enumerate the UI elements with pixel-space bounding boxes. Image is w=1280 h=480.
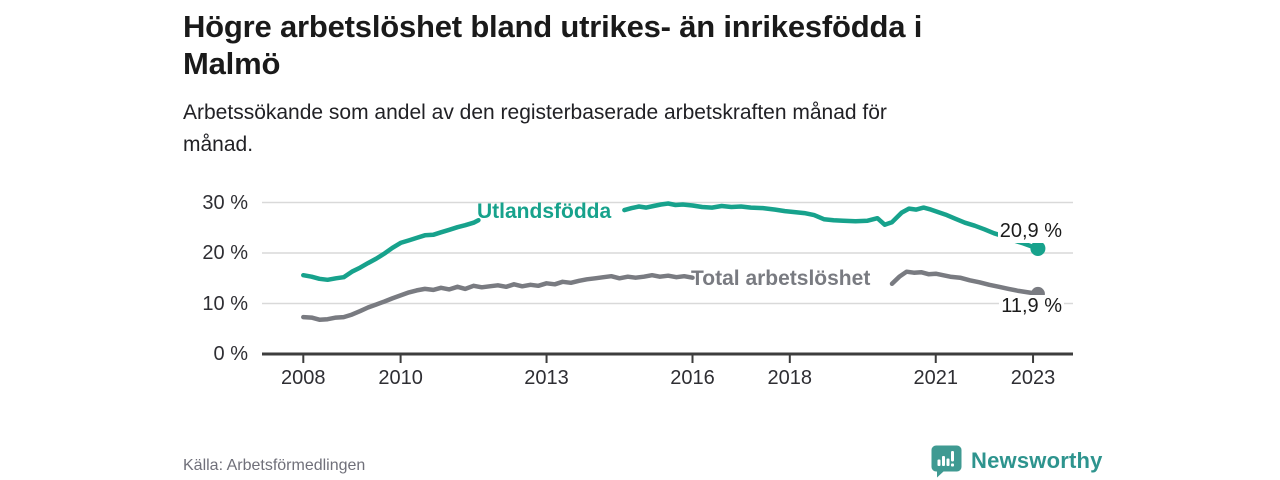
y-axis-label: 10 % <box>202 292 248 315</box>
subtitle-line-2: månad. <box>183 133 254 156</box>
series-line-0 <box>622 201 1041 251</box>
x-axis-label: 2016 <box>670 367 715 389</box>
x-axis-label: 2018 <box>767 367 813 389</box>
subtitle-line-1: Arbetssökande som andel av den registerb… <box>183 101 887 124</box>
y-axis-label: 30 % <box>202 191 248 214</box>
x-axis-label: 2023 <box>1010 367 1056 389</box>
series-line-1 <box>889 269 1041 297</box>
title-line-2: Malmö <box>183 46 281 81</box>
brand-name: Newsworthy <box>971 448 1103 473</box>
title-line-1: Högre arbetslöshet bland utrikes- än inr… <box>183 9 923 44</box>
chart-subtitle: Arbetssökande som andel av den registerb… <box>183 97 1083 161</box>
y-axis-label: 20 % <box>202 242 248 264</box>
series-end-dot-0 <box>1030 240 1046 256</box>
series-end-value-0: 20,9 % <box>997 220 1064 243</box>
series-end-value-1: 11,9 % <box>999 295 1064 318</box>
x-axis-label: 2013 <box>524 367 569 389</box>
newsworthy-logo[interactable]: Newsworthy <box>929 444 1103 478</box>
y-axis-label: 0 % <box>213 343 248 365</box>
speech-bubble-bar-chart-icon <box>931 445 962 478</box>
page-title: Högre arbetslöshet bland utrikes- än inr… <box>183 8 1133 82</box>
source-attribution: Källa: Arbetsförmedlingen <box>183 457 366 474</box>
series-label-1: Total arbetslöshet <box>691 267 871 290</box>
series-line-1 <box>301 272 695 322</box>
x-axis-label: 2008 <box>281 367 326 389</box>
series-label-0: Utlandsfödda <box>477 200 612 223</box>
x-axis-label: 2021 <box>913 367 959 389</box>
x-axis-label: 2010 <box>378 367 423 389</box>
series-line-0 <box>301 217 481 283</box>
